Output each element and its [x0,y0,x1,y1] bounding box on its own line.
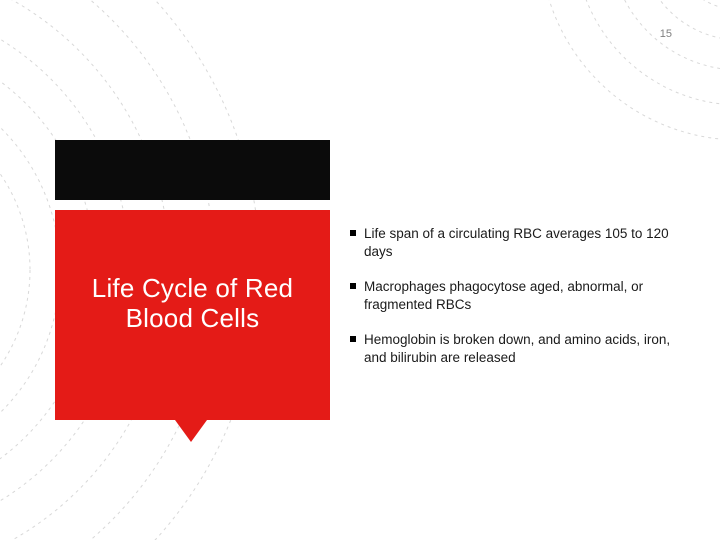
list-item: Hemoglobin is broken down, and amino aci… [350,331,685,366]
title-line-1: Life Cycle of Red [92,273,293,303]
slide-title: Life Cycle of Red Blood Cells [92,274,293,334]
bullet-list: Life span of a circulating RBC averages … [350,225,685,384]
callout-triangle [175,420,207,442]
title-callout-box: Life Cycle of Red Blood Cells [55,210,330,420]
title-line-2: Blood Cells [126,303,260,333]
list-item: Macrophages phagocytose aged, abnormal, … [350,278,685,313]
page-number: 15 [660,28,672,40]
header-black-bar [55,140,330,200]
list-item: Life span of a circulating RBC averages … [350,225,685,260]
